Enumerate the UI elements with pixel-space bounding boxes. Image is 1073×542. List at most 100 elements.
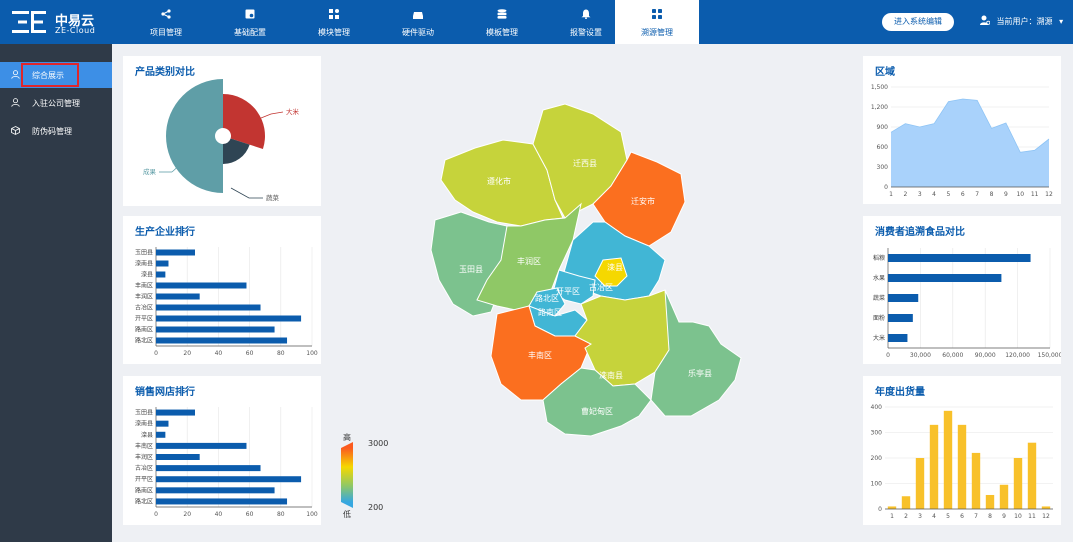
area-series (891, 99, 1049, 187)
nav-item-label: 模板管理 (486, 28, 518, 37)
bar (888, 334, 908, 342)
x-tick-label: 7 (975, 191, 979, 198)
map-label-yutian: 玉田县 (459, 265, 483, 274)
selection-highlight (21, 63, 79, 87)
sidebar-item-anti-fake[interactable]: 防伪码管理 (0, 118, 112, 144)
map-label-caofeidian: 曹妃甸区 (581, 406, 613, 416)
bar (887, 506, 897, 509)
bar (156, 498, 288, 505)
sidebar-item-companies[interactable]: 入驻公司管理 (0, 90, 112, 116)
nav-item-module[interactable]: 模块管理 (292, 0, 376, 44)
x-tick-label: 5 (947, 191, 951, 198)
y-tick-label: 1,200 (871, 104, 888, 111)
card-annual-shipments: 年度出货量 0 100 200 300 400 1 2 3 4 5 6 7 8 9 10 11 12 (863, 376, 1061, 525)
category-label: 丰润区 (135, 293, 153, 301)
x-tick-label: 1 (889, 191, 893, 198)
current-user-menu[interactable]: 当前用户：溯源 ▾ (980, 15, 1063, 27)
bar (156, 249, 195, 256)
x-tick-label: 90,000 (975, 352, 996, 359)
bar (156, 271, 166, 278)
nav-item-traceability[interactable]: 溯源管理 (615, 0, 699, 44)
category-label: 滦南县 (135, 260, 153, 268)
region-fengrun[interactable] (476, 202, 582, 313)
enter-system-edit-button[interactable]: 进入系统编辑 (882, 13, 954, 31)
legend-high-label: 高 (343, 432, 351, 442)
region-luannan[interactable] (574, 289, 678, 387)
card-producer-ranking: 生产企业排行 0 20 40 60 80 100 玉田县 滦南县 滦县 丰南区 丰润区 古冶区 开平区路… (123, 216, 321, 364)
brand-logo[interactable]: 中易云 ZE-Cloud (12, 8, 122, 36)
bar (156, 476, 302, 483)
bar (971, 452, 981, 509)
region-qianan[interactable] (592, 151, 686, 247)
card-title: 消费者追溯食品对比 (875, 227, 965, 238)
card-title: 年度出货量 (875, 387, 925, 398)
category-label: 丰南区 (135, 282, 153, 290)
consumer-compare-chart: 0 30,000 60,000 90,000 120,000 150,000 稻粮水果蔬菜面… (873, 248, 1061, 359)
region-caofeidian[interactable] (542, 367, 652, 437)
map-label-lunan: 路南区 (538, 307, 562, 317)
category-label: 开平区 (135, 476, 153, 483)
bar (156, 326, 275, 333)
brand-name: 中易云 (55, 14, 95, 29)
user-icon (980, 15, 990, 25)
bar (888, 294, 919, 302)
legend-gradient-bar[interactable] (341, 448, 353, 502)
x-tick-label: 5 (946, 513, 950, 520)
category-label: 丰润区 (135, 453, 153, 461)
x-tick-label: 80 (277, 511, 285, 518)
category-label: 滦南县 (135, 420, 153, 428)
x-tick-label: 1 (890, 513, 894, 520)
nav-item-label: 硬件驱动 (402, 28, 434, 37)
legend-max-handle[interactable] (341, 442, 353, 448)
bar (957, 424, 967, 509)
x-tick-label: 2 (903, 191, 907, 198)
x-tick-label: 10 (1014, 513, 1022, 520)
legend-low-label: 低 (343, 509, 351, 519)
bar (156, 337, 288, 344)
x-tick-label: 40 (215, 511, 223, 518)
pie-label-shucai: 蔬菜 (266, 193, 280, 202)
card-region: 区域 0 300 600 900 1,200 1,500 1 2 3 4 5 6 7 8 9 10 11 12 (863, 56, 1061, 204)
y-tick-label: 0 (878, 506, 882, 513)
x-tick-label: 20 (183, 350, 191, 357)
map-label-lubei: 路北区 (535, 293, 559, 303)
bar (156, 431, 166, 438)
bar (1013, 458, 1023, 509)
top-bar: 中易云 ZE-Cloud 项目管理 基础配置 模块管理 硬件驱动 模板管理 报警… (0, 0, 1073, 44)
card-title: 产品类别对比 (135, 67, 195, 78)
module-icon (329, 9, 339, 19)
legend-min-handle[interactable] (341, 502, 353, 508)
x-tick-label: 8 (990, 191, 994, 198)
card-store-ranking: 销售网店排行 0 20 40 60 80 100 玉田县 滦南县 滦县 丰南区 丰润区 古冶区 开平区路… (123, 376, 321, 525)
category-label: 丰南区 (135, 442, 153, 450)
nav-item-label: 项目管理 (150, 28, 182, 37)
x-tick-label: 0 (154, 350, 158, 357)
sidebar-item-label: 防伪码管理 (32, 127, 72, 136)
nav-item-template[interactable]: 模板管理 (460, 0, 544, 44)
category-label: 路北区 (135, 497, 153, 505)
category-label: 路北区 (135, 337, 153, 345)
database-icon (497, 9, 507, 19)
chevron-down-icon: ▾ (1059, 17, 1064, 26)
category-label: 路南区 (135, 486, 153, 494)
category-label: 水果 (873, 274, 885, 282)
leader-line (230, 187, 263, 199)
nav-item-config[interactable]: 基础配置 (208, 0, 292, 44)
category-label: 路南区 (135, 326, 153, 334)
x-tick-label: 9 (1004, 191, 1008, 198)
sidebar-item-label: 入驻公司管理 (32, 99, 80, 108)
sidebar-item-overview[interactable]: 综合展示 (0, 62, 112, 88)
region-laoting[interactable] (650, 289, 742, 417)
map-label-luannan: 滦南县 (599, 370, 623, 380)
nav-item-alarm[interactable]: 报警设置 (544, 0, 628, 44)
nav-item-hardware[interactable]: 硬件驱动 (376, 0, 460, 44)
current-user-label: 当前用户：溯源 (996, 17, 1053, 26)
user-icon (11, 70, 20, 79)
region-guye[interactable] (594, 257, 628, 287)
x-tick-label: 0 (886, 352, 890, 359)
nav-item-project[interactable]: 项目管理 (124, 0, 208, 44)
x-tick-label: 100 (306, 511, 318, 518)
pie-slice-chengguo (166, 79, 223, 193)
sidebar-item-label: 综合展示 (32, 71, 64, 80)
